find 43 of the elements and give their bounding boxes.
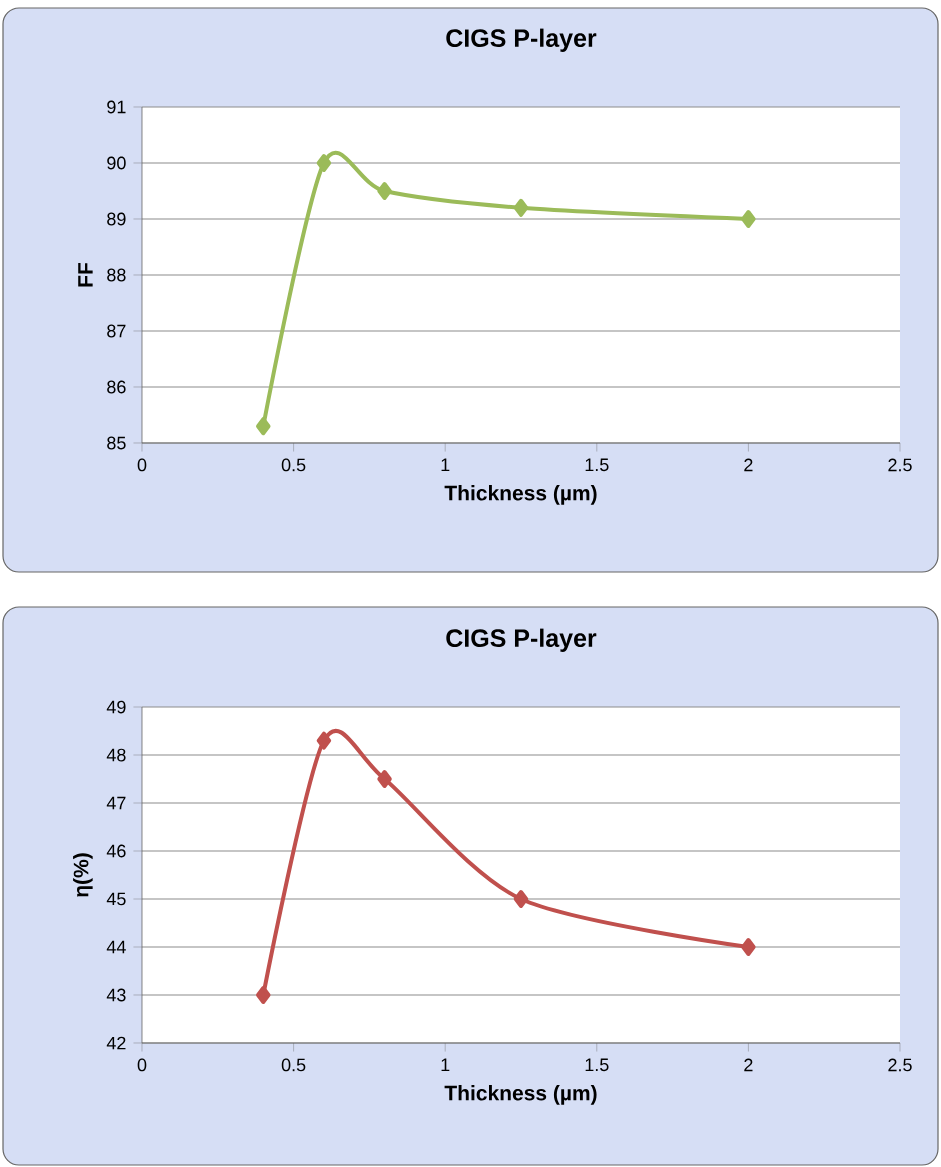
- y-tick-label: 47: [106, 796, 126, 810]
- x-tick-label: 0: [137, 1058, 147, 1072]
- x-axis-title: Thickness (µm): [444, 485, 597, 505]
- point: [377, 770, 392, 788]
- y-tick-label: 88: [107, 268, 126, 282]
- x-tick-label: 2.5: [888, 458, 912, 472]
- y-tick-label: 91: [107, 100, 126, 114]
- y-tick-label: 42: [106, 1036, 126, 1050]
- point: [513, 198, 529, 217]
- y-axis-title: FF: [78, 262, 93, 287]
- point: [316, 731, 332, 750]
- x-tick-label: 1.5: [585, 1058, 609, 1072]
- y-tick-label: 49: [106, 700, 126, 714]
- y-tick-label: 89: [107, 212, 126, 226]
- y-tick-label: 44: [106, 940, 126, 954]
- chart-title: CIGS P-layer: [446, 28, 597, 52]
- y-tick-label: 45: [106, 892, 126, 906]
- point: [377, 182, 392, 200]
- x-tick-label: 2.5: [888, 1058, 912, 1072]
- point: [256, 986, 271, 1004]
- chart-title: CIGS P-layer: [446, 628, 597, 652]
- y-tick-label: 85: [107, 436, 126, 450]
- x-tick-label: 0: [137, 458, 147, 472]
- y-tick-label: 48: [106, 748, 126, 762]
- y-tick-label: 43: [106, 988, 126, 1002]
- x-tick-label: 1: [441, 458, 450, 471]
- point: [256, 417, 271, 436]
- x-axis-title: Thickness (µm): [444, 1085, 597, 1105]
- y-axis-title: η(%): [73, 853, 93, 897]
- x-tick-label: 1.5: [585, 458, 609, 472]
- point: [741, 209, 756, 228]
- x-tick-label: 2: [744, 1058, 753, 1072]
- x-tick-label: 2: [744, 458, 753, 472]
- point: [741, 938, 756, 956]
- x-tick-label: 1: [441, 1058, 450, 1071]
- y-tick-label: 86: [107, 380, 126, 394]
- x-tick-label: 0.5: [281, 458, 306, 472]
- y-tick-label: 87: [107, 324, 126, 338]
- x-tick-label: 0.5: [281, 1058, 306, 1072]
- point: [316, 153, 332, 172]
- y-tick-label: 90: [107, 156, 126, 170]
- point: [513, 890, 529, 908]
- y-tick-label: 46: [106, 844, 126, 858]
